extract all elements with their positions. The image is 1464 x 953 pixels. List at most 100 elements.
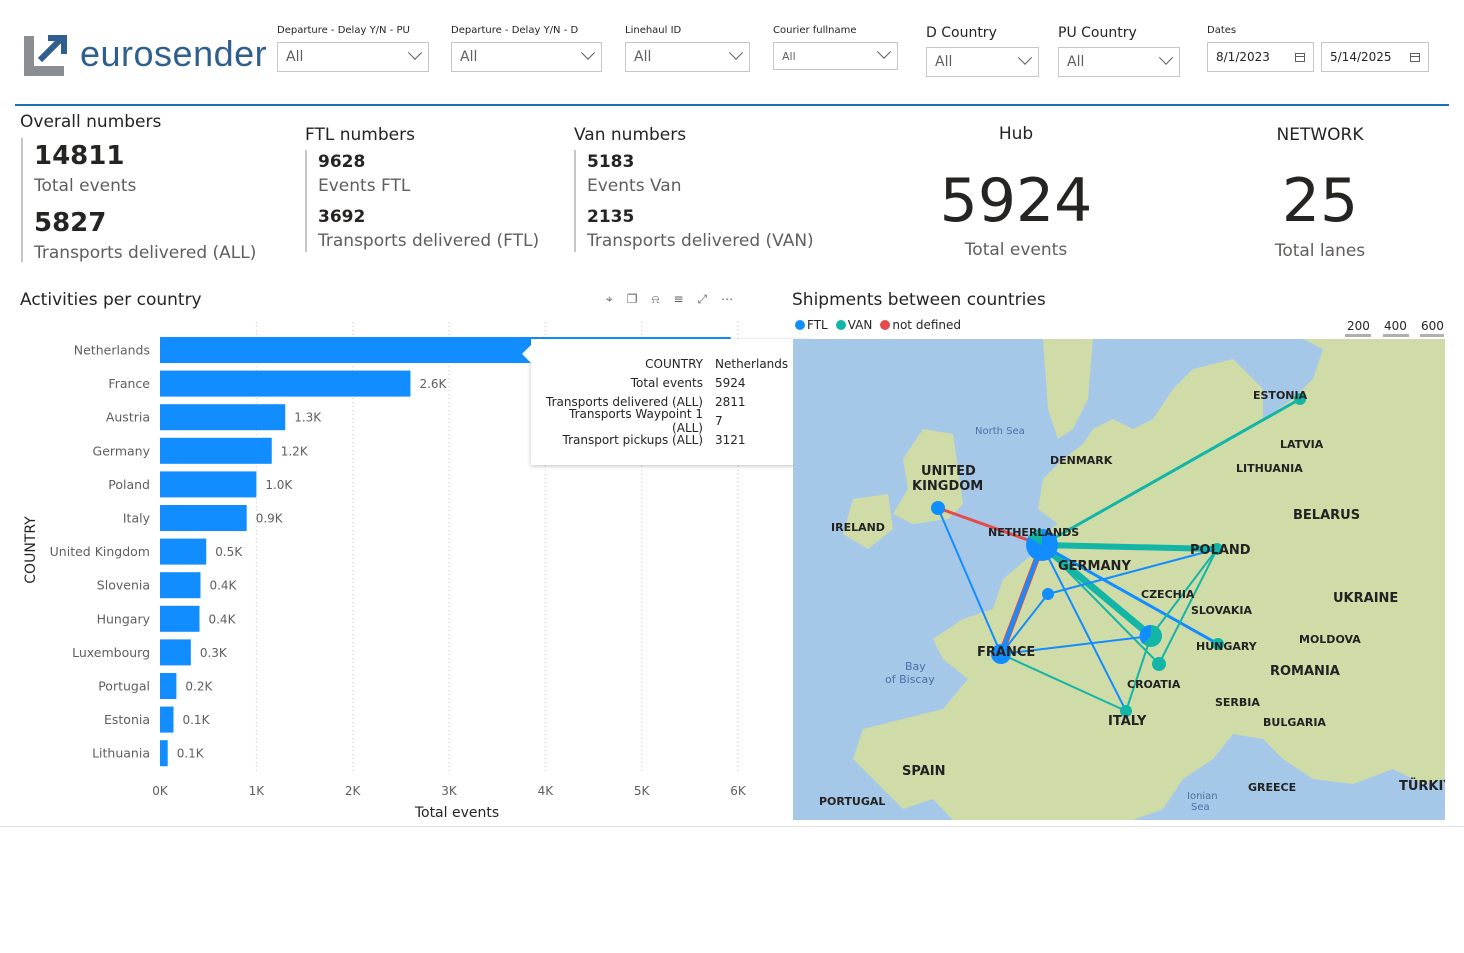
x-tick-label: 1K (249, 784, 266, 798)
bar[interactable] (160, 572, 201, 599)
data-label: 1.3K (294, 411, 322, 425)
map-legend: FTL VAN not defined (795, 318, 961, 332)
kpi-accent-bar (305, 150, 307, 252)
focus-mode-icon[interactable]: ⤢ (697, 292, 708, 306)
end-date-input[interactable]: 5/14/2025 (1321, 42, 1429, 72)
data-label: 1.2K (281, 444, 309, 458)
calendar-icon[interactable] (1295, 52, 1305, 62)
filter-label: Departure - Delay Y/N - PU (277, 25, 410, 36)
x-tick-label: 3K (441, 784, 458, 798)
scale-bar (1345, 334, 1371, 337)
pin-icon[interactable]: ⌖ (606, 292, 613, 306)
more-options-icon[interactable]: ⋯ (721, 292, 734, 306)
visual-header-icons: ⌖ ❐ ⍾ ≡ ⤢ ⋯ (606, 292, 733, 307)
category-label: France (108, 376, 150, 391)
category-labels: Netherlands France Austria Germany Poland Ita… (50, 343, 151, 761)
tooltip-key: Total events (630, 375, 703, 390)
map-label: LATVIA (1280, 438, 1324, 451)
hub-value: 5924 (939, 166, 1093, 236)
filter-value: All (1067, 54, 1085, 70)
gridlines (255, 322, 739, 772)
chevron-down-icon (876, 44, 892, 59)
bar[interactable] (160, 639, 191, 666)
calendar-icon[interactable] (1410, 52, 1420, 62)
data-label: 0.4K (208, 612, 236, 626)
bell-icon[interactable]: ⍾ (651, 292, 660, 306)
bar[interactable] (160, 471, 257, 498)
filter-value: All (634, 49, 652, 65)
data-label: 0.5K (215, 545, 243, 559)
bar[interactable] (160, 538, 207, 565)
filter-dropdown[interactable]: All (773, 42, 898, 70)
bar[interactable] (160, 673, 177, 699)
shipments-map[interactable]: ESTONIA LATVIA LITHUANIA DENMARK BELARUS… (793, 339, 1445, 820)
filter-value: All (935, 54, 953, 70)
hub-label: Total events (964, 240, 1068, 260)
filter-departure-delay-d: Departure - Delay Y/N - D All (451, 25, 602, 72)
filter-icon[interactable]: ≡ (673, 292, 684, 306)
legend-item-ftl[interactable]: FTL (795, 318, 828, 332)
tooltip-key: Transports Waypoint 1 (ALL) (569, 406, 703, 435)
bar[interactable] (160, 437, 272, 464)
tooltip-value: Netherlands (715, 356, 789, 371)
tooltip-value: 2811 (715, 394, 746, 409)
lane-not-defined (936, 506, 1044, 547)
bar[interactable] (160, 740, 168, 767)
filter-d-country: D Country All (926, 25, 1039, 77)
filter-label: PU Country (1058, 25, 1137, 41)
bar[interactable] (160, 605, 200, 632)
map-label: TÜRKIY (1399, 778, 1445, 794)
filter-courier-fullname: Courier fullname All (773, 25, 898, 70)
data-label: 0.9K (256, 512, 284, 526)
tooltip: COUNTRY Netherlands Total events 5924 Tran… (522, 339, 811, 465)
map-label: UNITED (921, 464, 976, 479)
van-events-value: 5183 (587, 152, 635, 172)
legend-item-van[interactable]: VAN (835, 318, 872, 332)
scale-bar (1420, 334, 1444, 337)
category-label: Germany (93, 443, 151, 458)
map-label: CROATIA (1127, 678, 1181, 691)
category-label: Luxembourg (72, 645, 150, 660)
filter-departure-delay-pu: Departure - Delay Y/N - PU All (277, 25, 429, 72)
van-title: Van numbers (574, 125, 687, 145)
legend-item-not-defined[interactable]: not defined (880, 318, 961, 332)
lane-ftl (937, 507, 1002, 655)
category-label: Netherlands (74, 343, 150, 358)
start-date-input[interactable]: 8/1/2023 (1207, 42, 1314, 72)
node-austria-ftl-share (1139, 624, 1151, 644)
map-label: ROMANIA (1270, 664, 1340, 679)
category-label: United Kingdom (50, 544, 150, 559)
ftl-delivered-label: Transports delivered (FTL) (318, 231, 540, 251)
hub-title: Hub (998, 124, 1034, 144)
lane-van (1125, 635, 1152, 712)
land-mainland (853, 339, 1445, 820)
bar[interactable] (160, 370, 411, 397)
filter-dropdown[interactable]: All (1058, 47, 1180, 77)
node-slovenia (1152, 657, 1166, 671)
node-estonia (1294, 393, 1306, 405)
ftl-title: FTL numbers (305, 125, 415, 145)
filter-dropdown[interactable]: All (451, 42, 602, 72)
land-ireland (843, 494, 893, 549)
scale-label: 600 (1421, 319, 1444, 333)
tooltip-value: 5924 (715, 375, 746, 390)
bar[interactable] (160, 404, 286, 431)
chevron-down-icon (580, 45, 596, 60)
filter-dropdown[interactable]: All (926, 47, 1039, 77)
bar[interactable] (160, 505, 247, 531)
filter-dropdown[interactable]: All (277, 42, 429, 72)
node-italy (1120, 705, 1132, 717)
map-label: BELARUS (1293, 508, 1360, 523)
bottom-divider (0, 826, 1464, 827)
ftl-events-value: 9628 (318, 152, 366, 172)
node-hungary (1212, 638, 1224, 650)
node-france (991, 644, 1011, 664)
node-luxembourg (1042, 588, 1054, 600)
filter-value: All (286, 49, 304, 65)
lane-van (1039, 542, 1220, 552)
bar[interactable] (160, 706, 174, 733)
copy-icon[interactable]: ❐ (626, 292, 638, 306)
map-label: GREECE (1248, 781, 1296, 794)
filter-dropdown[interactable]: All (625, 42, 750, 72)
x-axis-title: Total events (414, 805, 499, 821)
